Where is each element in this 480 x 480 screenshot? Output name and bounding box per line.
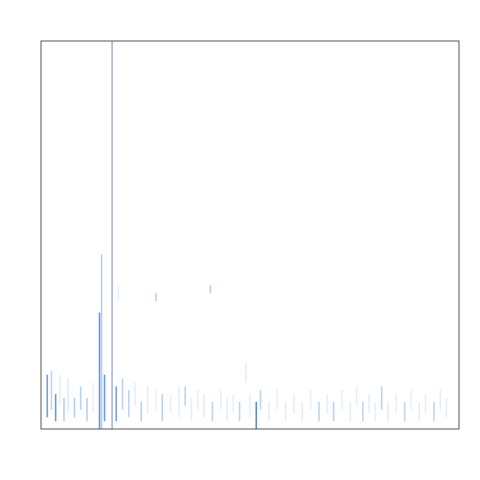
heatmap-cell — [374, 401, 377, 422]
heatmap-cell — [259, 390, 262, 410]
heatmap-cell — [184, 386, 187, 406]
heatmap-cell — [46, 374, 49, 418]
plot-frame — [40, 40, 460, 430]
heatmap-cell — [103, 374, 106, 422]
heatmap-cell — [349, 401, 352, 422]
heatmap-cell — [368, 394, 370, 414]
heatmap-cell — [362, 401, 364, 422]
heatmap-cell — [268, 401, 270, 422]
heatmap-cell — [190, 397, 193, 422]
heatmap-cell — [140, 401, 143, 422]
heatmap-cell — [332, 401, 335, 422]
heatmap-cell — [219, 390, 222, 410]
heatmap-cell — [238, 401, 241, 422]
heatmap-cell — [293, 394, 295, 414]
heatmap-cell — [155, 390, 157, 410]
heatmap-cell — [418, 401, 421, 422]
heatmap-cell — [92, 382, 95, 414]
heatmap-cell — [100, 254, 103, 429]
heatmap-cell — [232, 394, 235, 414]
heatmap-cell — [424, 394, 427, 414]
heatmap-cell — [155, 293, 157, 301]
heatmap-cell — [211, 401, 214, 422]
heatmap-cell — [245, 363, 247, 383]
heatmap-cell — [387, 401, 389, 422]
heatmap-cell — [169, 394, 172, 414]
heatmap-cell — [439, 390, 441, 410]
heatmap-cell — [134, 382, 136, 406]
heatmap-cell — [115, 386, 118, 422]
heatmap-cell — [341, 390, 343, 410]
heatmap-cell — [403, 401, 406, 422]
heatmap-cell — [98, 312, 101, 429]
heatmap-cell — [301, 401, 304, 422]
heatmap-cell — [209, 285, 212, 294]
heatmap-cell — [410, 390, 412, 410]
heatmap-cell — [433, 401, 435, 422]
heatmap-cell — [73, 397, 76, 418]
heatmap-cell — [226, 397, 228, 422]
heatmap-cell — [117, 285, 120, 301]
heatmap-cell — [54, 394, 57, 422]
heatmap-cell — [121, 378, 124, 410]
heatmap-cell — [395, 394, 398, 414]
heatmap-cell — [318, 401, 320, 422]
heatmap-cell — [127, 390, 130, 418]
heatmap-cell — [63, 397, 65, 422]
heatmap-cell — [255, 401, 258, 429]
heatmap-cell — [79, 386, 82, 410]
heatmap-cell — [161, 394, 164, 422]
heatmap-cell — [86, 397, 88, 422]
heatmap-cell — [146, 386, 149, 414]
heatmap-cell — [309, 390, 312, 410]
heatmap-marks-layer — [46, 254, 448, 429]
heatmap-cell — [67, 378, 69, 414]
heatmap-cell — [178, 386, 180, 418]
heatmap-cell — [445, 397, 448, 418]
heatmap-cell — [276, 390, 278, 410]
heatmap-cell — [59, 374, 61, 406]
heatmap-cell — [196, 390, 199, 410]
heatmap-cell — [50, 370, 53, 410]
heatmap-cell — [355, 386, 358, 406]
heatmap-cell — [249, 394, 251, 418]
heatmap-cell — [203, 394, 205, 418]
heatmap-cell — [326, 394, 329, 414]
heatmap-cell — [380, 386, 383, 410]
heatmap-cell — [284, 401, 287, 422]
